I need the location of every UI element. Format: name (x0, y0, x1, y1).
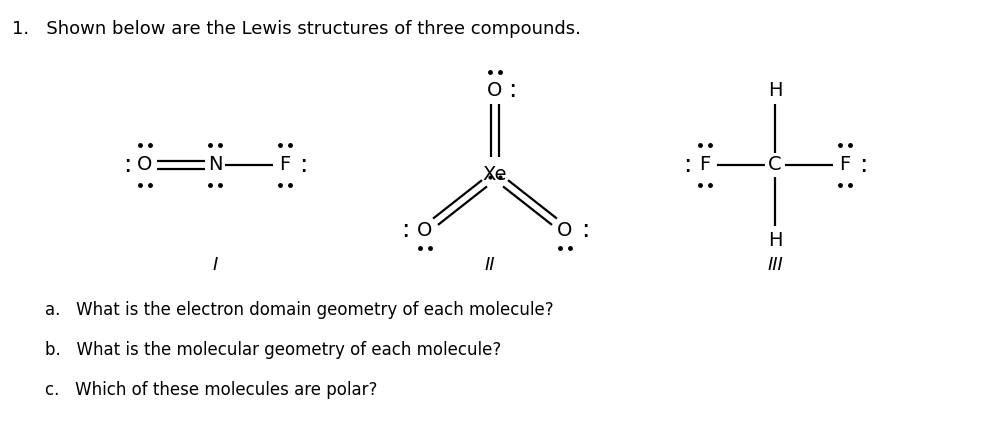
Text: :: : (859, 153, 867, 177)
Text: F: F (699, 155, 711, 174)
Text: II: II (485, 256, 495, 274)
Text: b.   What is the molecular geometry of each molecule?: b. What is the molecular geometry of eac… (45, 341, 501, 359)
Text: :: : (580, 218, 589, 242)
Text: 1.   Shown below are the Lewis structures of three compounds.: 1. Shown below are the Lewis structures … (12, 20, 581, 38)
Text: F: F (279, 155, 291, 174)
Text: N: N (208, 155, 222, 174)
Text: :: : (682, 153, 691, 177)
Text: I: I (212, 256, 218, 274)
Text: a.   What is the electron domain geometry of each molecule?: a. What is the electron domain geometry … (45, 301, 554, 319)
Text: :: : (401, 218, 409, 242)
Text: H: H (768, 80, 783, 99)
Text: O: O (487, 80, 503, 99)
Text: Xe: Xe (483, 165, 508, 184)
Text: :: : (123, 153, 132, 177)
Text: C: C (768, 155, 782, 174)
Text: III: III (767, 256, 783, 274)
Text: O: O (417, 221, 433, 240)
Text: F: F (840, 155, 850, 174)
Text: :: : (508, 78, 517, 102)
Text: O: O (137, 155, 152, 174)
Text: :: : (299, 153, 307, 177)
Text: O: O (558, 221, 573, 240)
Text: H: H (768, 231, 783, 250)
Text: c.   Which of these molecules are polar?: c. Which of these molecules are polar? (45, 381, 377, 399)
